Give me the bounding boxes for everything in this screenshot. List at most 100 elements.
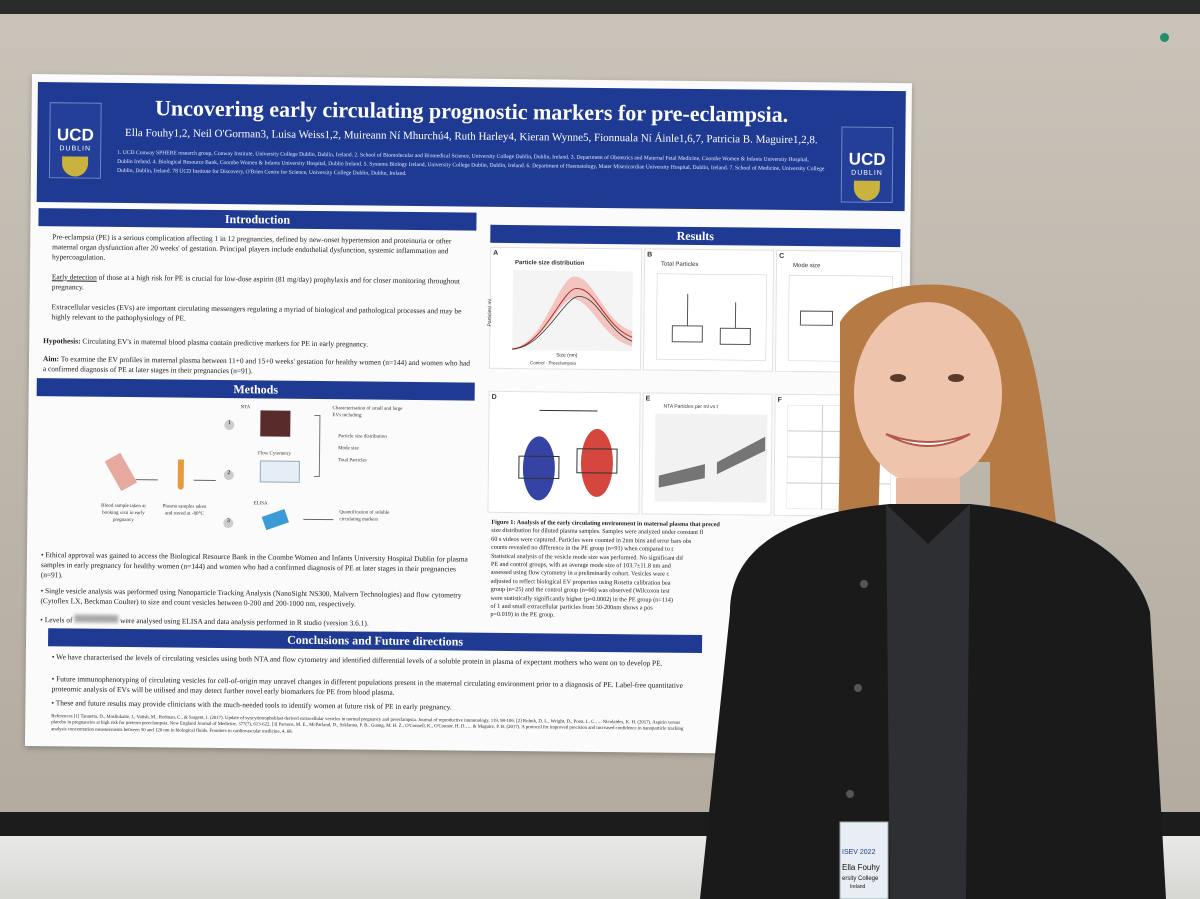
panel-letter: A [493, 249, 499, 257]
introduction-heading: Introduction [38, 208, 477, 231]
aim-text: To examine the EV profiles in maternal p… [42, 354, 470, 376]
panel-a-size-distribution: A Particle size distribution Particles/ … [486, 246, 643, 371]
blood-tube-icon [104, 452, 138, 492]
jacket-button [860, 580, 868, 588]
references: References [1] Tannetta, D., Masliukaite… [51, 714, 684, 735]
caption-line: of 1 and small extracellular particles f… [490, 602, 653, 612]
box-pe [719, 327, 751, 346]
control-curve [512, 296, 633, 350]
arrow [135, 479, 158, 481]
step-3-badge: 3 [223, 518, 234, 529]
methods-b2-text: Single vesicle analysis was performed us… [40, 586, 462, 609]
logo-ucd-text: UCD [848, 149, 886, 169]
panel-a-legend: Control · Preeclampsia [529, 360, 576, 366]
intro-paragraph-1: Pre-eclampsia (PE) is a serious complica… [52, 232, 476, 266]
hypothesis-text: Circulating EV's in maternal blood plasm… [80, 336, 369, 349]
badge-country: Ireland [850, 884, 866, 890]
name-badge [839, 821, 889, 899]
box-control [671, 325, 703, 343]
panel-letter: C [779, 252, 785, 260]
results-heading: Results [490, 224, 901, 248]
research-poster: UCD DUBLIN UCD DUBLIN Uncovering early c… [24, 74, 912, 756]
board-top-edge [0, 0, 1200, 14]
conclusion-bullet-2: • Future immunophenotyping of circulatin… [51, 674, 683, 697]
conclusion-c2-text: Future immunophenotyping of circulating … [51, 674, 683, 697]
blood-sample-label: Blood sample taken at booking visit in e… [101, 503, 146, 524]
regression-band-2 [716, 436, 766, 475]
regression-plot [654, 413, 768, 503]
arrow [303, 518, 334, 521]
aim-label: Aim: [42, 354, 60, 364]
poster-banner: UCD DUBLIN UCD DUBLIN Uncovering early c… [36, 82, 906, 212]
redacted-marker [74, 614, 119, 623]
size-distribution-plot [512, 270, 633, 352]
pe-confidence-band [512, 276, 633, 351]
intro-p2-text: of those at a high risk for PE is crucia… [51, 272, 460, 292]
smile [885, 433, 971, 447]
conclusion-bullet-1: • We have characterised the levels of ci… [51, 652, 663, 668]
box-control [799, 310, 834, 326]
check-item: Total Particles [337, 458, 367, 464]
panel-letter: B [647, 251, 653, 259]
caption-line: assessed using flow cytometry in a preli… [490, 569, 670, 579]
step-2-badge: 2 [223, 470, 234, 481]
characterisation-label: Characterisation of small and large EVs … [332, 406, 403, 419]
panel-a-xlabel: Size (nm) [556, 352, 578, 359]
methods-figure: Blood sample taken at booking visit in e… [41, 398, 473, 552]
panel-a-title: Particle size distribution [515, 260, 585, 267]
panel-letter: E [645, 395, 651, 403]
pe-dots [580, 428, 613, 497]
methods-bullet-3: • Levels of were analysed using ELISA an… [40, 614, 369, 628]
jacket-button [846, 790, 854, 798]
face [854, 302, 1002, 486]
box-pe [576, 448, 618, 474]
conclusions-heading: Conclusions and Future directions [48, 628, 703, 654]
ucd-logo-left: UCD DUBLIN [48, 102, 102, 179]
caption-line: counts revealed no difference in the PE … [491, 544, 674, 553]
conclusion-c3-text: These and future results may provide cli… [55, 698, 452, 712]
check-item: Mode size [338, 446, 359, 452]
hypothesis-label: Hypothesis: [43, 336, 81, 346]
significance-bar [539, 409, 598, 412]
caption-line: PE and control groups, with an average m… [490, 560, 671, 570]
panel-b-title: Total Particles [661, 261, 699, 268]
intro-p3-text: Extracellular vesicles (EVs) are importa… [51, 302, 462, 323]
check-item: Particle size distribution [338, 434, 387, 440]
flow-cytometer-icon [259, 460, 300, 483]
panel-a-ylabel: Particles/ ml [486, 299, 494, 327]
right-eye [948, 374, 964, 382]
regression-band-1 [658, 464, 705, 488]
caption-line: were statistically significantly higher … [490, 594, 673, 604]
methods-bullet-1: • Ethical approval was gained to access … [40, 550, 468, 580]
plasma-tube-icon [177, 459, 184, 490]
flow-label: Flow Cytometry [258, 451, 291, 457]
intro-paragraph-2: Early detection of those at a high risk … [52, 272, 476, 296]
caption-line: p=0.019) in the PE group. [490, 611, 555, 619]
caption-line: adjusted to reflect biological EV proper… [490, 577, 671, 587]
methods-bullet-2: • Single vesicle analysis was performed … [40, 586, 462, 609]
logo-ucd-text: UCD [56, 125, 94, 145]
logo-dublin-text: DUBLIN [59, 145, 92, 153]
elisa-label: ELISA [253, 501, 268, 507]
ucd-logo-right: UCD DUBLIN [840, 126, 894, 204]
badge-affiliation: ersity College [842, 876, 879, 882]
intro-p1-text: Pre-eclampsia (PE) is a serious complica… [52, 232, 452, 262]
arrow [193, 479, 216, 481]
pe-curve [512, 288, 633, 350]
push-pin [1160, 33, 1169, 42]
intro-paragraph-3: Extracellular vesicles (EVs) are importa… [51, 302, 475, 326]
presenter-person: ISEV 2022 Ella Fouhy ersity College Irel… [700, 284, 1166, 899]
nanosight-device-icon [260, 410, 291, 437]
caption-line: group (n=25) and the control group (n=66… [490, 586, 670, 595]
panel-e-regression: E NTA Particles per ml vs t [641, 392, 773, 516]
inner-shirt [886, 504, 970, 899]
boxplot-total-particles [656, 273, 767, 361]
methods-b3a-text: Levels of [44, 615, 73, 625]
logo-dublin-text: DUBLIN [851, 169, 883, 177]
aim: Aim: To examine the EV profiles in mater… [43, 354, 475, 379]
shield-icon [61, 156, 89, 177]
panel-c-title: Mode size [792, 262, 821, 270]
poster-authors: Ella Fouhy1,2, Neil O'Gorman3, Luisa Wei… [125, 126, 818, 147]
caption-line: Statistical analysis of the vesicle mode… [490, 552, 684, 562]
pipette-icon [261, 508, 289, 531]
